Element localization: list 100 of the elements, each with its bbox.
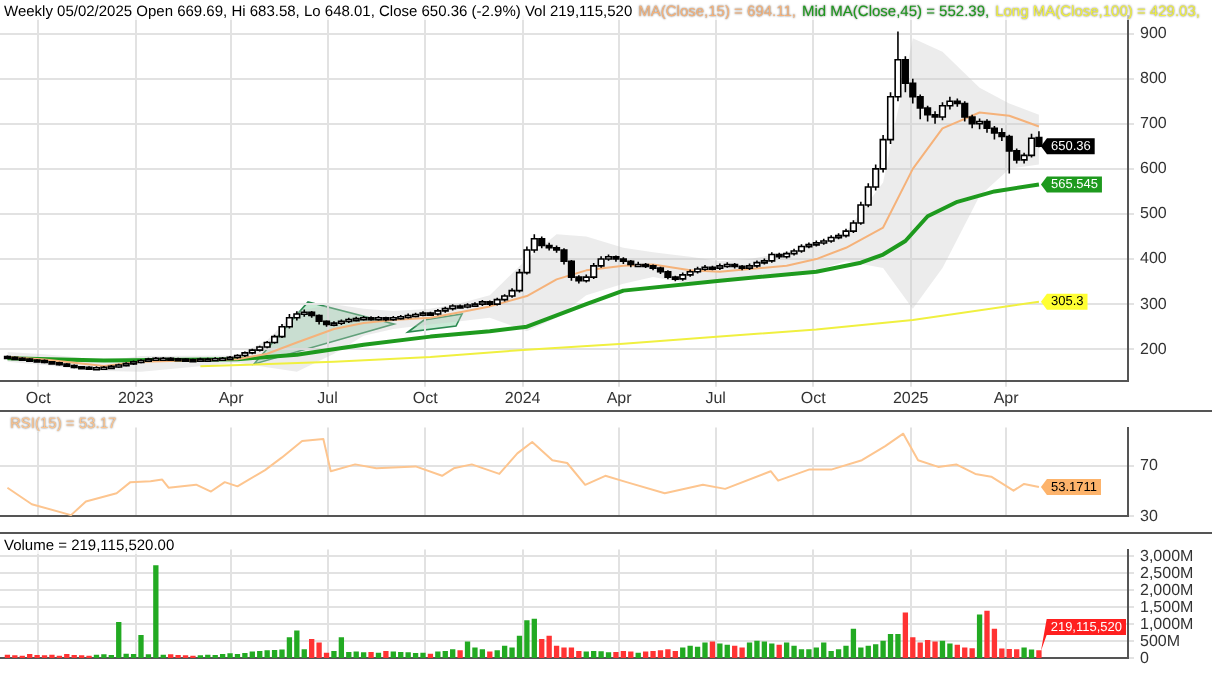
bar xyxy=(360,652,367,659)
y-tick-label: 3,000M xyxy=(1140,546,1195,565)
bar xyxy=(672,650,678,659)
bar xyxy=(798,649,805,659)
bar xyxy=(591,650,597,659)
bar xyxy=(939,640,946,659)
bar xyxy=(657,650,664,659)
x-tick-label: Oct xyxy=(800,388,828,407)
bar xyxy=(924,640,931,659)
bar xyxy=(1006,648,1012,659)
x-tick-label: Jul xyxy=(317,388,339,407)
bar xyxy=(828,650,834,659)
bar xyxy=(153,565,159,659)
bar xyxy=(271,649,278,659)
y-tick-label: 600 xyxy=(1140,159,1168,178)
bar xyxy=(546,635,552,659)
bar xyxy=(501,645,508,659)
bar xyxy=(835,649,842,659)
bar xyxy=(732,645,738,659)
x-tick-label: Apr xyxy=(606,388,633,407)
x-tick-label: Jul xyxy=(705,388,727,407)
y-tick-label: 70 xyxy=(1140,456,1159,475)
bar xyxy=(383,650,389,659)
y-tick-label: 800 xyxy=(1140,69,1168,88)
bar xyxy=(442,650,448,659)
bar xyxy=(887,633,894,659)
y-tick-label: 200 xyxy=(1140,339,1168,358)
bar xyxy=(761,641,768,659)
y-tick-label: 1,000M xyxy=(1140,614,1195,633)
bar xyxy=(138,634,144,659)
bar xyxy=(576,650,582,659)
bar xyxy=(598,651,604,659)
bar xyxy=(524,620,530,659)
bar xyxy=(457,650,463,659)
bar xyxy=(776,644,782,659)
bar xyxy=(724,644,730,659)
bar xyxy=(479,649,486,659)
y-tick-label: 2,500M xyxy=(1140,563,1195,582)
bar xyxy=(405,652,411,659)
bar xyxy=(769,643,775,659)
bar xyxy=(947,643,953,659)
x-tick-label: Oct xyxy=(412,388,440,407)
bar xyxy=(717,643,723,659)
bar xyxy=(783,642,790,659)
bar xyxy=(880,640,886,659)
bar xyxy=(895,633,901,659)
x-tick-label: 2024 xyxy=(504,388,542,407)
bar xyxy=(531,618,537,659)
bar xyxy=(257,650,263,659)
y-tick-label: 2,000M xyxy=(1140,580,1195,599)
x-tick-label: Apr xyxy=(218,388,245,407)
bar xyxy=(702,642,708,659)
x-tick-label: 2023 xyxy=(117,388,155,407)
y-tick-label: 300 xyxy=(1140,294,1168,313)
y-tick-label: 0 xyxy=(1140,648,1150,667)
bar xyxy=(494,650,500,659)
bar xyxy=(917,642,923,659)
bar xyxy=(242,652,248,659)
bar xyxy=(1021,647,1027,659)
bar xyxy=(435,651,441,659)
y-tick-label: 900 xyxy=(1140,24,1168,43)
bar xyxy=(739,647,745,659)
bar xyxy=(873,644,879,659)
bar xyxy=(984,610,990,659)
bar xyxy=(227,653,233,659)
bar xyxy=(464,641,471,659)
bar xyxy=(309,639,315,659)
bar xyxy=(850,628,857,659)
y-tick-label: 500 xyxy=(1140,204,1168,223)
bar xyxy=(746,642,753,659)
bar xyxy=(420,652,426,659)
bar xyxy=(1036,650,1042,659)
y-tick-label: 700 xyxy=(1140,114,1168,133)
bar xyxy=(650,650,656,659)
bar xyxy=(902,612,909,659)
y-tick-label: 30 xyxy=(1140,506,1159,525)
bar xyxy=(1014,649,1020,659)
bar xyxy=(954,644,960,659)
bar xyxy=(932,641,938,659)
y-tick-label: 400 xyxy=(1140,249,1168,268)
bar xyxy=(561,647,567,659)
x-tick-label: Apr xyxy=(993,388,1020,407)
bar xyxy=(754,640,760,659)
bar xyxy=(412,652,419,659)
bar xyxy=(821,642,827,659)
bar xyxy=(116,622,122,659)
bar xyxy=(694,646,701,659)
bar xyxy=(368,651,374,659)
bar xyxy=(450,649,456,659)
bar xyxy=(865,645,871,659)
y-tick-label: 500M xyxy=(1140,631,1181,650)
bar xyxy=(709,641,716,659)
bar xyxy=(294,630,300,659)
bar xyxy=(620,650,627,659)
bar xyxy=(976,614,983,659)
bar xyxy=(338,637,345,659)
bar xyxy=(398,651,404,659)
bar xyxy=(969,648,975,659)
x-tick-label: 2025 xyxy=(892,388,930,407)
bar xyxy=(605,652,612,659)
